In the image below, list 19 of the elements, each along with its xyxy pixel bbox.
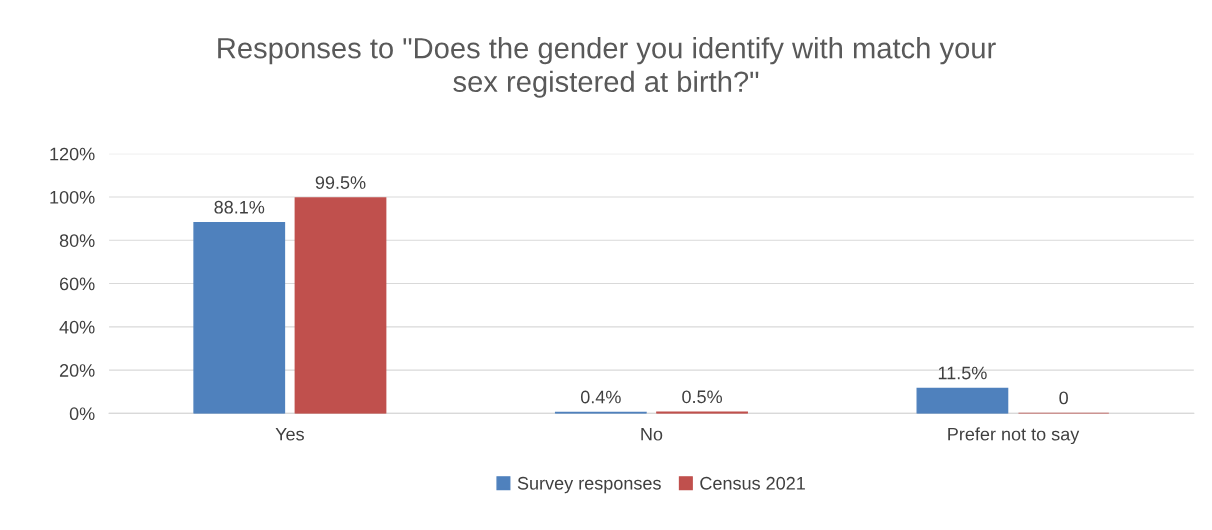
data-label: 0.5% <box>682 390 723 404</box>
x-tick-label: Yes <box>275 427 304 441</box>
x-tick-label: No <box>641 427 663 441</box>
legend-label: Survey responses <box>517 476 661 494</box>
y-tick-label: 0% <box>69 407 95 421</box>
y-tick-label: 20% <box>59 364 95 377</box>
data-label: 11.5% <box>938 366 987 380</box>
x-tick-label: Prefer not to say <box>948 427 1080 445</box>
data-label: 88.1% <box>214 200 265 214</box>
y-tick-label: 40% <box>59 320 95 334</box>
data-label: 0 <box>1059 391 1068 405</box>
data-label: 0.4% <box>580 390 621 404</box>
y-tick-label: 120% <box>50 147 95 161</box>
y-tick-label: 80% <box>59 234 95 247</box>
y-tick-label: 60% <box>59 277 95 291</box>
legend-label: Census 2021 <box>700 476 805 490</box>
data-label: 99.5% <box>315 176 366 189</box>
chart-title: Responses to "Does the gender you identify with match your sex registered at birth?" <box>218 37 996 98</box>
y-tick-label: 100% <box>50 190 95 204</box>
